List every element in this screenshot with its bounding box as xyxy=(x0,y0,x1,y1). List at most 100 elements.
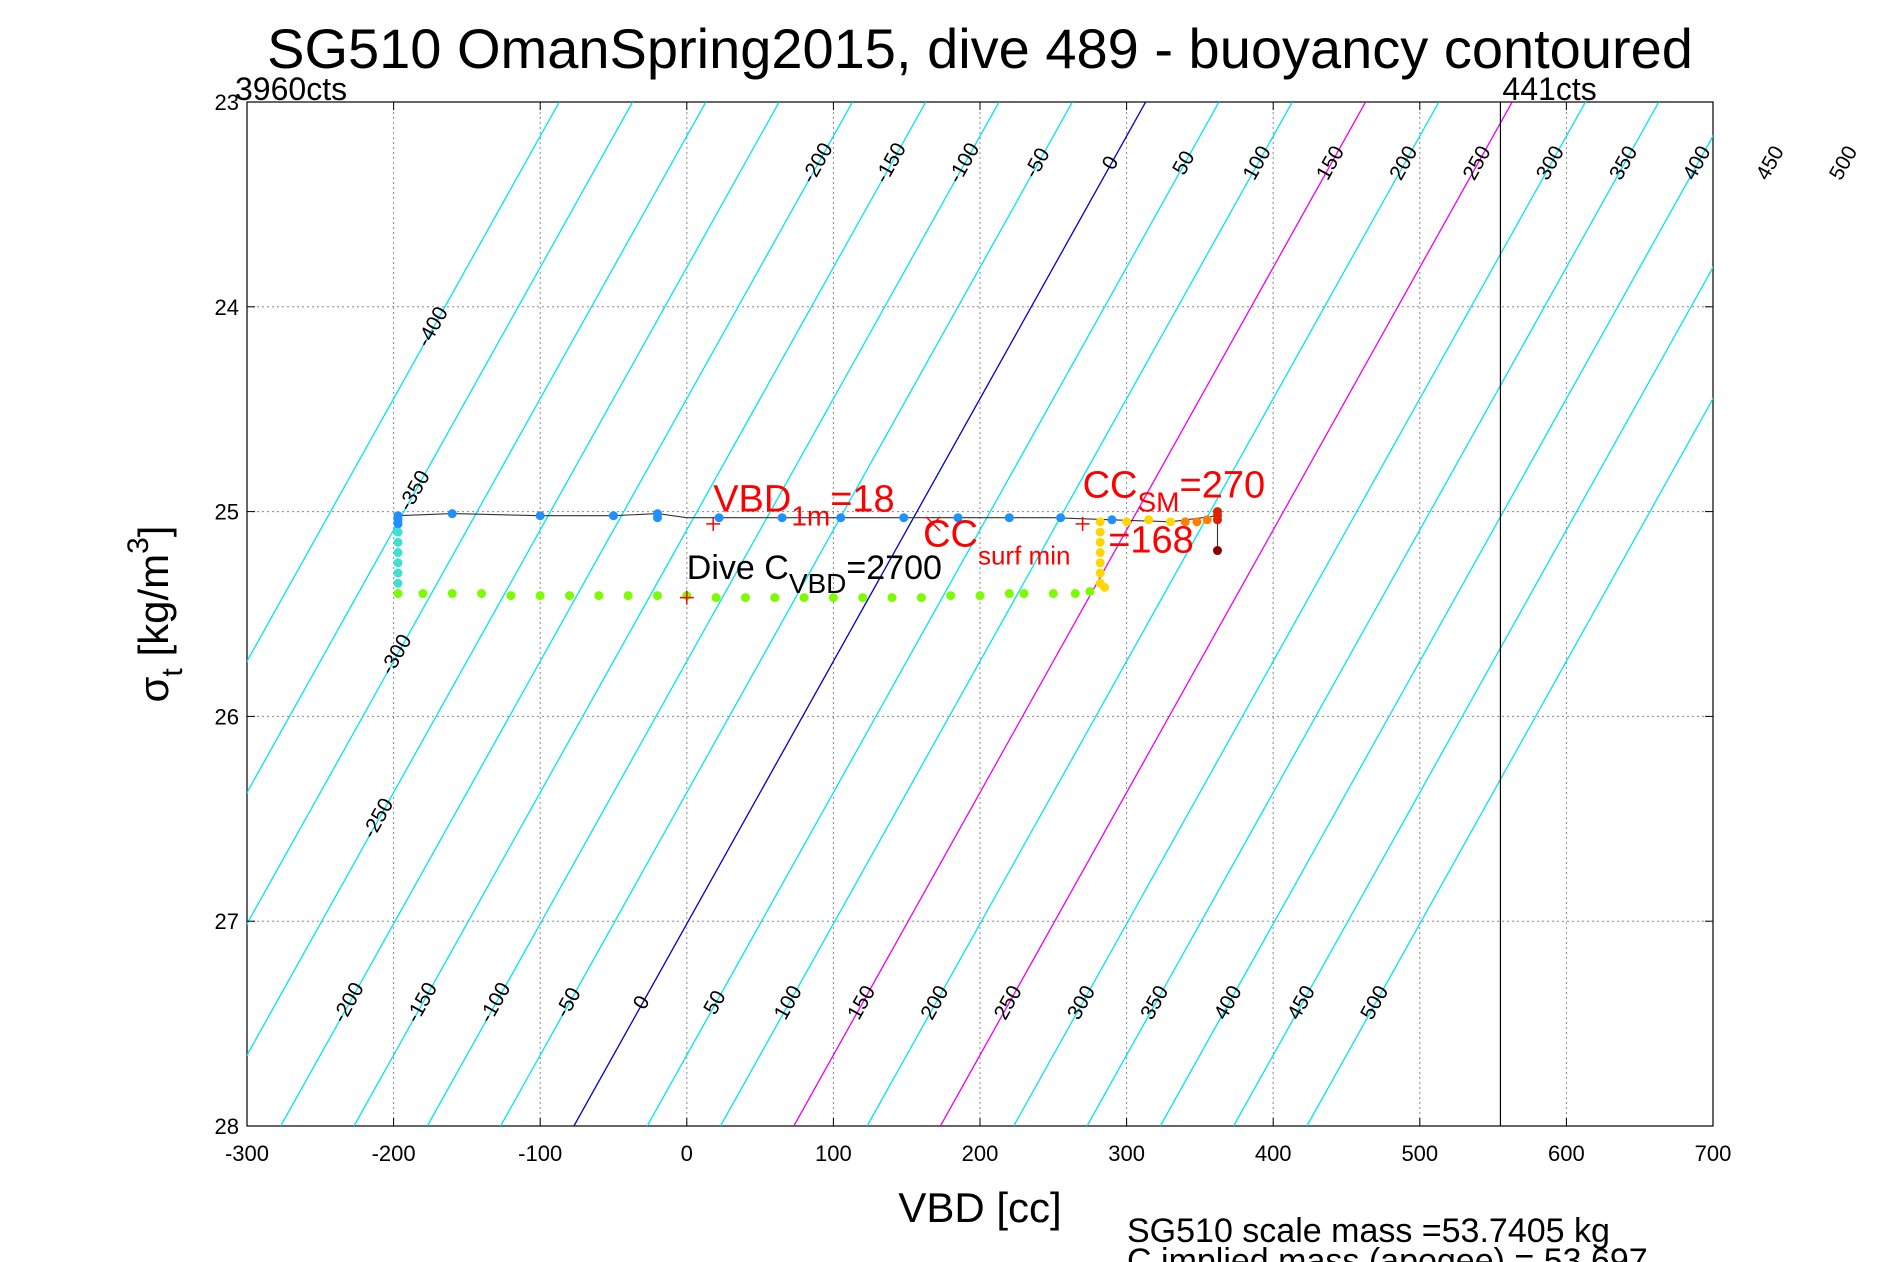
data-point xyxy=(1095,548,1105,558)
data-point xyxy=(506,591,516,601)
data-point xyxy=(777,513,787,523)
data-point xyxy=(609,511,618,521)
data-point xyxy=(393,578,403,588)
x-tick-label: -300 xyxy=(225,1141,269,1166)
x-axis-title: VBD [cc] xyxy=(898,1184,1061,1231)
data-point xyxy=(565,591,575,601)
data-point xyxy=(652,513,662,523)
data-point xyxy=(946,591,956,601)
data-point xyxy=(623,591,633,601)
cc-surf-min-annotation: CCsurf min xyxy=(923,513,1070,570)
data-point xyxy=(799,593,809,603)
data-point xyxy=(1122,517,1132,527)
data-points xyxy=(393,507,1222,603)
data-point xyxy=(1095,527,1105,537)
y-tick-label: 25 xyxy=(215,500,239,525)
x-tick-label: 600 xyxy=(1548,1141,1585,1166)
data-point xyxy=(393,527,403,537)
data-point xyxy=(477,589,487,599)
data-point xyxy=(1095,517,1105,527)
implied-mass-text: C implied mass (apogee) = 53.697 xyxy=(1127,1242,1648,1262)
data-point xyxy=(1070,589,1080,599)
data-point xyxy=(418,589,428,599)
y-tick-label: 26 xyxy=(215,704,239,729)
dive-c-vbd-annotation-main: Dive C xyxy=(687,549,789,587)
y-tick-label: 24 xyxy=(215,295,239,320)
cc-sm-annotation-value: =270 xyxy=(1180,464,1266,506)
grid-lines xyxy=(247,102,1713,1126)
data-point xyxy=(652,591,662,601)
vbd-1m-annotation-main: VBD xyxy=(713,479,791,521)
dive-c-vbd-annotation: Dive CVBD=2700 xyxy=(687,549,942,599)
y-tick-label: 23 xyxy=(215,90,239,115)
cc-surf-min-value: =168 xyxy=(1108,519,1194,561)
data-point xyxy=(1192,517,1202,527)
contour-line-300 xyxy=(1013,102,1587,1126)
x-tick-label: 700 xyxy=(1695,1141,1732,1166)
data-point xyxy=(393,589,403,599)
y-tick-label: 28 xyxy=(215,1114,239,1139)
marker-stroke xyxy=(925,516,941,532)
x-tick-label: -100 xyxy=(518,1141,562,1166)
contour-line-150 xyxy=(793,102,1367,1126)
data-point xyxy=(1004,589,1014,599)
x-tick-label: 200 xyxy=(962,1141,999,1166)
dive-c-vbd-annotation-sub: VBD xyxy=(789,568,847,599)
cc-sm-annotation-sub: SM xyxy=(1138,486,1180,517)
data-point xyxy=(1107,515,1117,525)
data-point xyxy=(740,593,750,603)
data-point xyxy=(1180,517,1190,527)
y-axis-title: σt [kg/m3] xyxy=(122,526,189,703)
x-tick-label: 100 xyxy=(815,1141,852,1166)
contour-line--400 xyxy=(247,102,560,663)
x-tick-label: 0 xyxy=(681,1141,693,1166)
y-tick-label: 27 xyxy=(215,909,239,934)
vbd-1m-annotation: VBD1m=18 xyxy=(713,479,895,532)
marker-plus xyxy=(679,590,694,605)
axis-ticks: -300 -200 -100 0 100 200 300 400 500 600 700 23 24 25… xyxy=(215,90,1732,1166)
data-point xyxy=(535,591,545,601)
data-point xyxy=(899,513,909,523)
cc-surf-min-main: CC xyxy=(923,513,978,555)
data-point xyxy=(447,589,457,599)
marker-x xyxy=(925,516,941,532)
contour-label-450: 450 xyxy=(1752,142,1789,184)
data-point xyxy=(1095,568,1105,578)
contour-line-500 xyxy=(1306,397,1713,1126)
contour-line-0 xyxy=(573,102,1147,1126)
chart-title: SG510 OmanSpring2015, dive 489 - buoyanc… xyxy=(267,17,1693,80)
data-point xyxy=(714,513,724,523)
contour-line--100 xyxy=(426,102,1000,1126)
contour-line--150 xyxy=(353,102,927,1126)
data-point xyxy=(535,511,545,521)
scale-mass-text: SG510 scale mass =53.7405 kg xyxy=(1127,1212,1610,1250)
contour-line-200 xyxy=(866,102,1440,1126)
x-tick-label: -200 xyxy=(372,1141,416,1166)
x-tick-label: 500 xyxy=(1401,1141,1438,1166)
markers xyxy=(679,516,1090,605)
data-point xyxy=(1212,515,1222,525)
data-point xyxy=(393,519,403,529)
data-point xyxy=(1048,589,1058,599)
vbd-1m-annotation-sub: 1m xyxy=(791,501,830,532)
vbd-1m-annotation-value: =18 xyxy=(830,479,894,521)
contour-line--50 xyxy=(500,102,1073,1126)
data-point xyxy=(828,593,838,603)
cc-sm-annotation-main: CC xyxy=(1083,464,1138,506)
x-tick-label: 300 xyxy=(1108,1141,1145,1166)
data-point xyxy=(447,509,457,519)
vbd-limit-label: 3960cts xyxy=(235,71,347,107)
data-point xyxy=(1095,558,1105,568)
data-point xyxy=(770,593,780,603)
x-tick-label: 400 xyxy=(1255,1141,1292,1166)
data-point xyxy=(1100,582,1110,592)
data-point xyxy=(916,593,926,603)
data-point xyxy=(1004,513,1014,523)
buoyancy-contours xyxy=(247,102,1713,1126)
data-point xyxy=(393,568,403,578)
data-point xyxy=(711,593,721,603)
data-point xyxy=(953,513,963,523)
contour-line--300 xyxy=(247,102,707,926)
